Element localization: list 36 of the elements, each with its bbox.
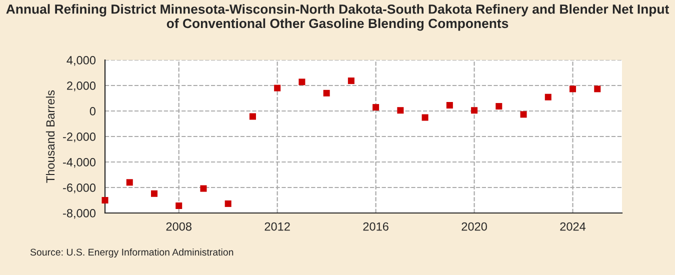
point bbox=[200, 185, 207, 192]
point bbox=[520, 111, 527, 118]
point bbox=[126, 179, 133, 186]
x-tick-label: 2020 bbox=[462, 222, 487, 231]
y-tick-label: -6,000 bbox=[63, 184, 96, 194]
y-tick-label: -8,000 bbox=[63, 209, 96, 219]
point bbox=[298, 78, 306, 86]
point bbox=[348, 78, 354, 84]
y-axis-title: Thousand Barrels bbox=[46, 90, 55, 183]
y-tick-label: 2,000 bbox=[67, 82, 96, 92]
y-tick-label: 0 bbox=[90, 107, 96, 116]
point bbox=[249, 113, 256, 120]
x-tick-label: 2008 bbox=[166, 222, 192, 231]
point bbox=[274, 84, 281, 92]
point bbox=[176, 202, 182, 209]
point bbox=[570, 86, 576, 92]
chart-title: Annual Refining District Minnesota-Wisconsin-North Dakota-South Dakota Refinery and Blender Net Input of Conventional Other Gasoline Blending Components bbox=[6, 4, 670, 31]
y-tick-label: -4,000 bbox=[63, 158, 96, 168]
point bbox=[471, 107, 478, 114]
point bbox=[422, 114, 428, 121]
x-tick-label: 2012 bbox=[264, 222, 290, 231]
point bbox=[544, 94, 552, 100]
point bbox=[224, 200, 232, 207]
point bbox=[594, 86, 601, 92]
source-note: Source: U.S. Energy Information Administration bbox=[30, 248, 234, 258]
point bbox=[372, 104, 380, 111]
point bbox=[446, 102, 453, 109]
x-tick-label: 2016 bbox=[363, 222, 388, 231]
point bbox=[150, 190, 158, 197]
y-tick-label: 4,000 bbox=[66, 56, 96, 66]
y-tick-label: -2,000 bbox=[63, 132, 96, 142]
x-tick-label: 2024 bbox=[560, 222, 586, 231]
point bbox=[496, 103, 502, 110]
point bbox=[323, 90, 330, 96]
point bbox=[102, 196, 108, 204]
point bbox=[397, 107, 404, 114]
